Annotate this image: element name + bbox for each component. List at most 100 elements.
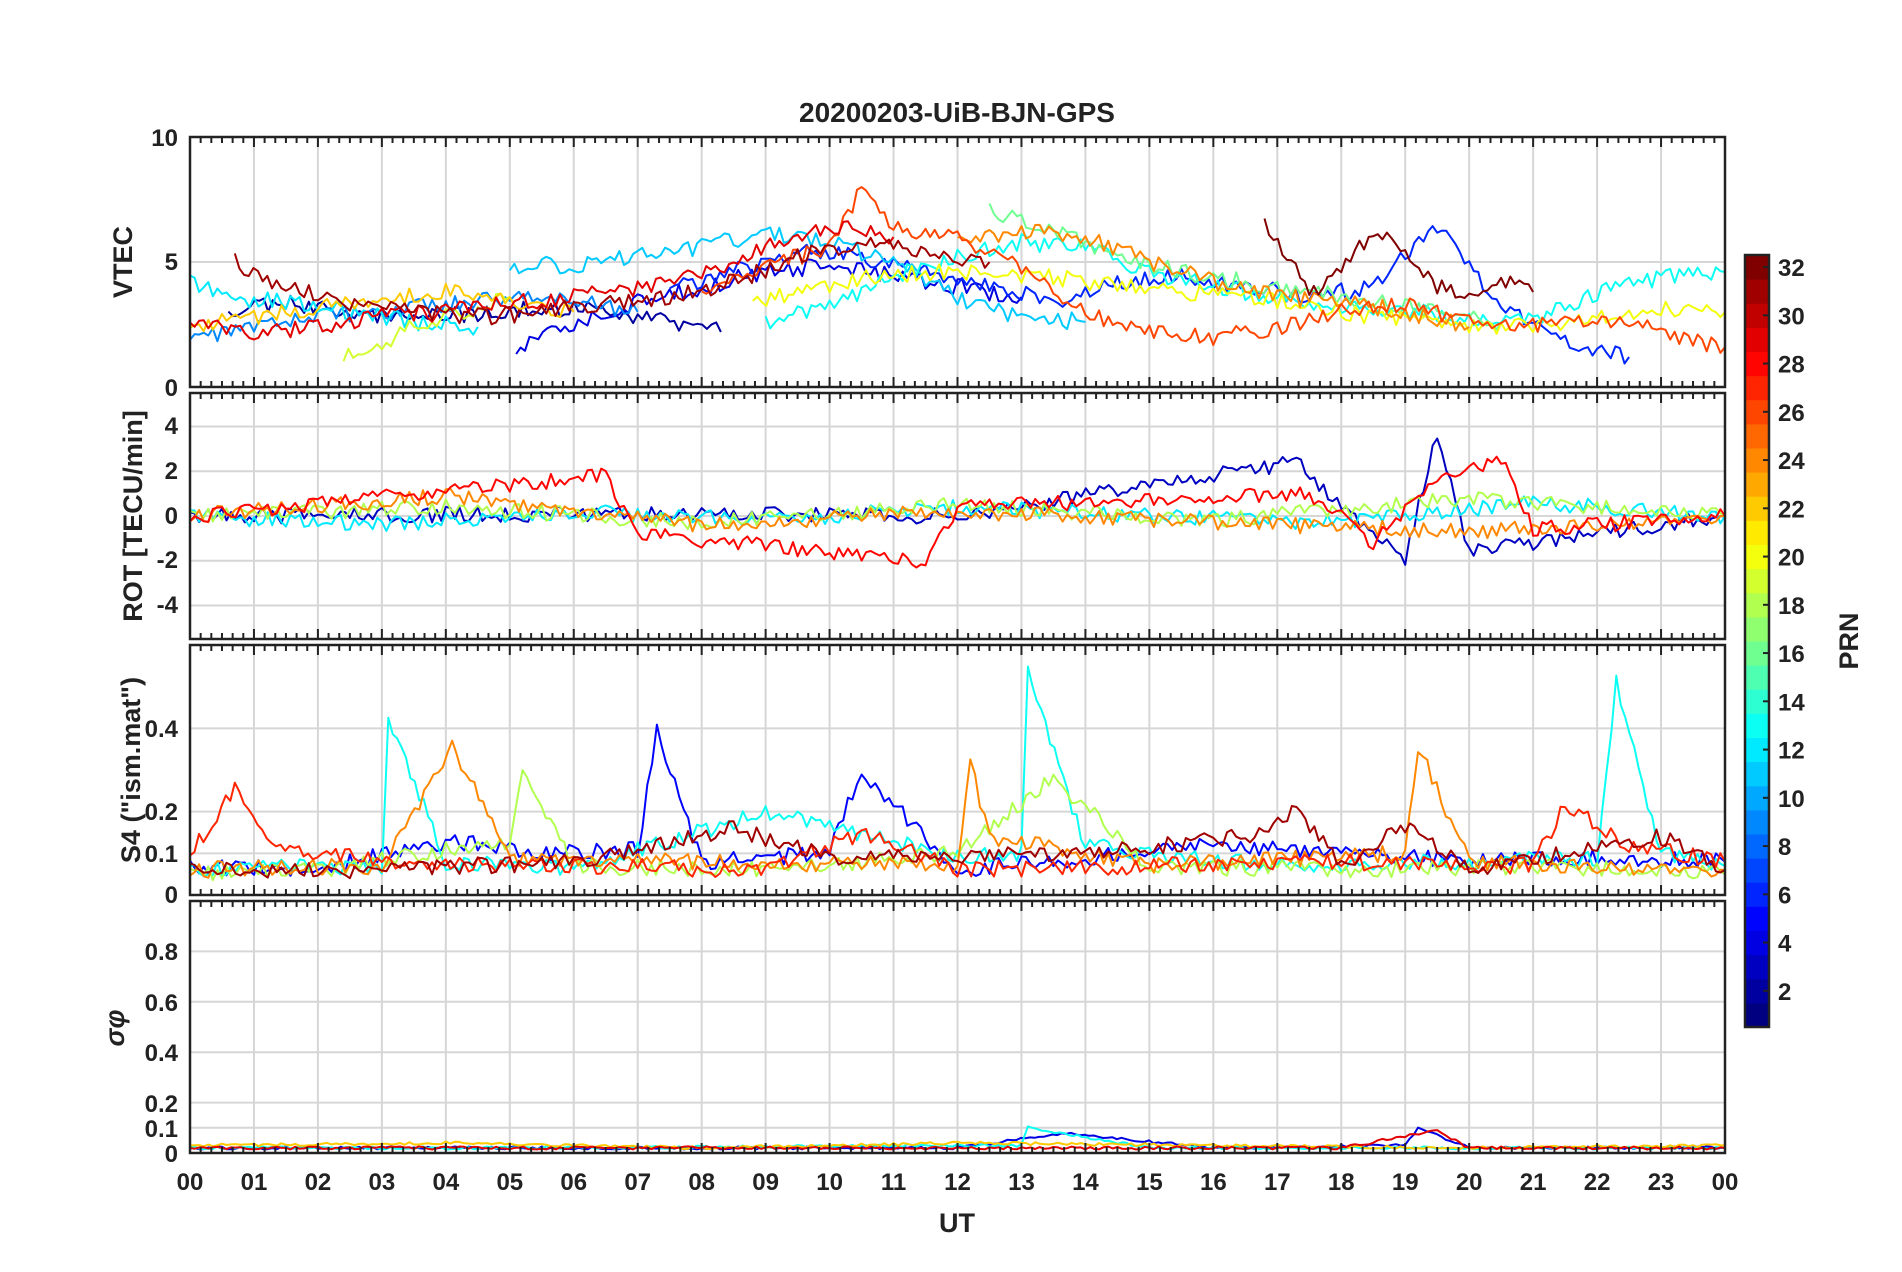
- rot-grid: [190, 393, 1725, 639]
- vtec-ytick-label: 5: [165, 249, 178, 276]
- colorbar-tick-label: 22: [1778, 496, 1805, 523]
- x-tick-label: 20: [1456, 1169, 1483, 1196]
- colorbar-frame: [1743, 253, 1771, 1029]
- x-tick-label: 00: [177, 1169, 204, 1196]
- colorbar-scale: [1745, 255, 1769, 1028]
- x-tick-label: 23: [1648, 1169, 1675, 1196]
- sigma-phi-ytick-label: 0.4: [145, 1040, 179, 1067]
- colorbar-swatch: [1745, 279, 1769, 304]
- colorbar-tick-label: 6: [1778, 882, 1791, 909]
- s4-grid: [190, 645, 1725, 895]
- x-tick-label: 03: [369, 1169, 396, 1196]
- colorbar-tick-label: 26: [1778, 400, 1805, 427]
- series-line-prn-26: [701, 186, 1725, 354]
- x-tick-label: 11: [881, 1169, 906, 1196]
- series-line-prn-27: [190, 781, 1725, 878]
- x-tick-label: 02: [305, 1169, 332, 1196]
- x-tick-label: 01: [241, 1169, 268, 1196]
- colorbar-label: PRN: [1834, 612, 1864, 669]
- rot-ytick-label: 0: [165, 503, 178, 530]
- colorbar-tick-label: 14: [1778, 689, 1805, 716]
- vtec-ylabel: VTEC: [108, 226, 138, 298]
- sigma-phi-ytick-label: 0: [165, 1141, 178, 1168]
- rot-ylabel: ROT [TECU/min]: [118, 410, 148, 621]
- colorbar-swatch: [1745, 568, 1769, 594]
- x-tick-label: 15: [1136, 1169, 1163, 1196]
- colorbar-swatch: [1745, 375, 1769, 401]
- colorbar-swatch: [1745, 665, 1769, 690]
- x-tick-label: 12: [944, 1169, 971, 1196]
- colorbar-swatch: [1745, 809, 1769, 835]
- series-line-prn-31: [190, 805, 1725, 880]
- x-axis-label: UT: [939, 1208, 975, 1238]
- series-line-prn-16: [988, 203, 1502, 331]
- series-line-prn-28: [190, 455, 1725, 569]
- series-line-prn-31: [233, 236, 991, 326]
- series-line-prn-13: [190, 665, 1725, 878]
- sigma-phi-frame: [188, 899, 1727, 1155]
- series-line-prn-18: [190, 769, 1725, 882]
- series-line-prn-2: [227, 294, 722, 333]
- colorbar-tick-label: 18: [1778, 593, 1805, 620]
- colorbar-swatch: [1745, 423, 1769, 449]
- colorbar-tick-label: 8: [1778, 834, 1791, 861]
- vtec-ytick-label: 10: [151, 125, 178, 152]
- s4-ytick-label: 0: [165, 882, 178, 909]
- rot-ytick-label: -2: [157, 547, 178, 574]
- colorbar-tick-label: 20: [1778, 545, 1805, 572]
- sigma-phi-ytick-label: 0.8: [145, 939, 178, 966]
- sigma-phi-grid: [190, 901, 1725, 1153]
- x-tick-label: 13: [1008, 1169, 1035, 1196]
- colorbar-swatch: [1745, 520, 1769, 545]
- series-line-prn-13: [764, 233, 1725, 330]
- series-line-prn-32: [1263, 218, 1534, 299]
- series-line-prn-24: [957, 223, 1470, 332]
- vtec-ytick-label: 0: [165, 375, 178, 402]
- colorbar-tick-label: 2: [1778, 979, 1791, 1006]
- colorbar-tick-label: 28: [1778, 352, 1805, 379]
- s4-ytick-label: 0.1: [145, 841, 178, 868]
- vtec-panel: 0 5 10 VTEC: [108, 125, 1727, 402]
- series-line-prn-6: [669, 225, 1630, 365]
- series-line-prn-11: [508, 226, 1086, 331]
- sigma-phi-ytick-label: 0.1: [145, 1116, 178, 1143]
- sigma-phi-ylabel: σφ: [100, 1010, 130, 1047]
- x-tick-label: 08: [688, 1169, 715, 1196]
- s4-series: [190, 665, 1725, 882]
- series-line-prn-24: [190, 487, 1725, 540]
- rot-ytick-label: 2: [165, 458, 178, 485]
- x-tick-label: 16: [1200, 1169, 1227, 1196]
- rot-series: [190, 437, 1725, 569]
- series-line-prn-22: [190, 282, 575, 333]
- x-tick-label: 09: [752, 1169, 779, 1196]
- rot-ytick-label: -4: [157, 592, 179, 619]
- s4-ytick-label: 0.4: [145, 716, 179, 743]
- colorbar-tick-label: 12: [1778, 738, 1805, 765]
- x-tick-label: 07: [624, 1169, 651, 1196]
- s4-frame: [188, 643, 1727, 897]
- colorbar-swatch: [1745, 858, 1769, 883]
- figure-title: 20200203-UiB-BJN-GPS: [799, 97, 1115, 128]
- x-tick-labels: 00 01 02 03 04 05 06 07 08 09 10 11 12 13 14 15 16 17 18 19…: [177, 1169, 1739, 1196]
- x-tick-label: 04: [432, 1169, 459, 1196]
- vtec-frame: [188, 135, 1727, 389]
- x-tick-label: 05: [496, 1169, 523, 1196]
- x-tick-label: 22: [1584, 1169, 1611, 1196]
- sigma-phi-ytick-label: 0.6: [145, 990, 178, 1017]
- colorbar-tick-label: 30: [1778, 303, 1805, 330]
- x-tick-label: 19: [1392, 1169, 1419, 1196]
- sigma-phi-panel: 0 0.1 0.2 0.4 0.6 0.8 σφ: [100, 899, 1727, 1168]
- colorbar-swatch: [1745, 327, 1769, 352]
- rot-ytick-label: 4: [165, 413, 179, 440]
- colorbar-swatch: [1745, 616, 1769, 642]
- colorbar-tick-label: 10: [1778, 786, 1805, 813]
- colorbar-swatch: [1745, 472, 1769, 497]
- colorbar-tick-label: 24: [1778, 448, 1805, 475]
- colorbar-swatch: [1745, 954, 1769, 980]
- colorbar-swatch: [1745, 761, 1769, 787]
- x-tick-label: 18: [1328, 1169, 1355, 1196]
- x-tick-label: 17: [1264, 1169, 1291, 1196]
- x-tick-label: 06: [560, 1169, 587, 1196]
